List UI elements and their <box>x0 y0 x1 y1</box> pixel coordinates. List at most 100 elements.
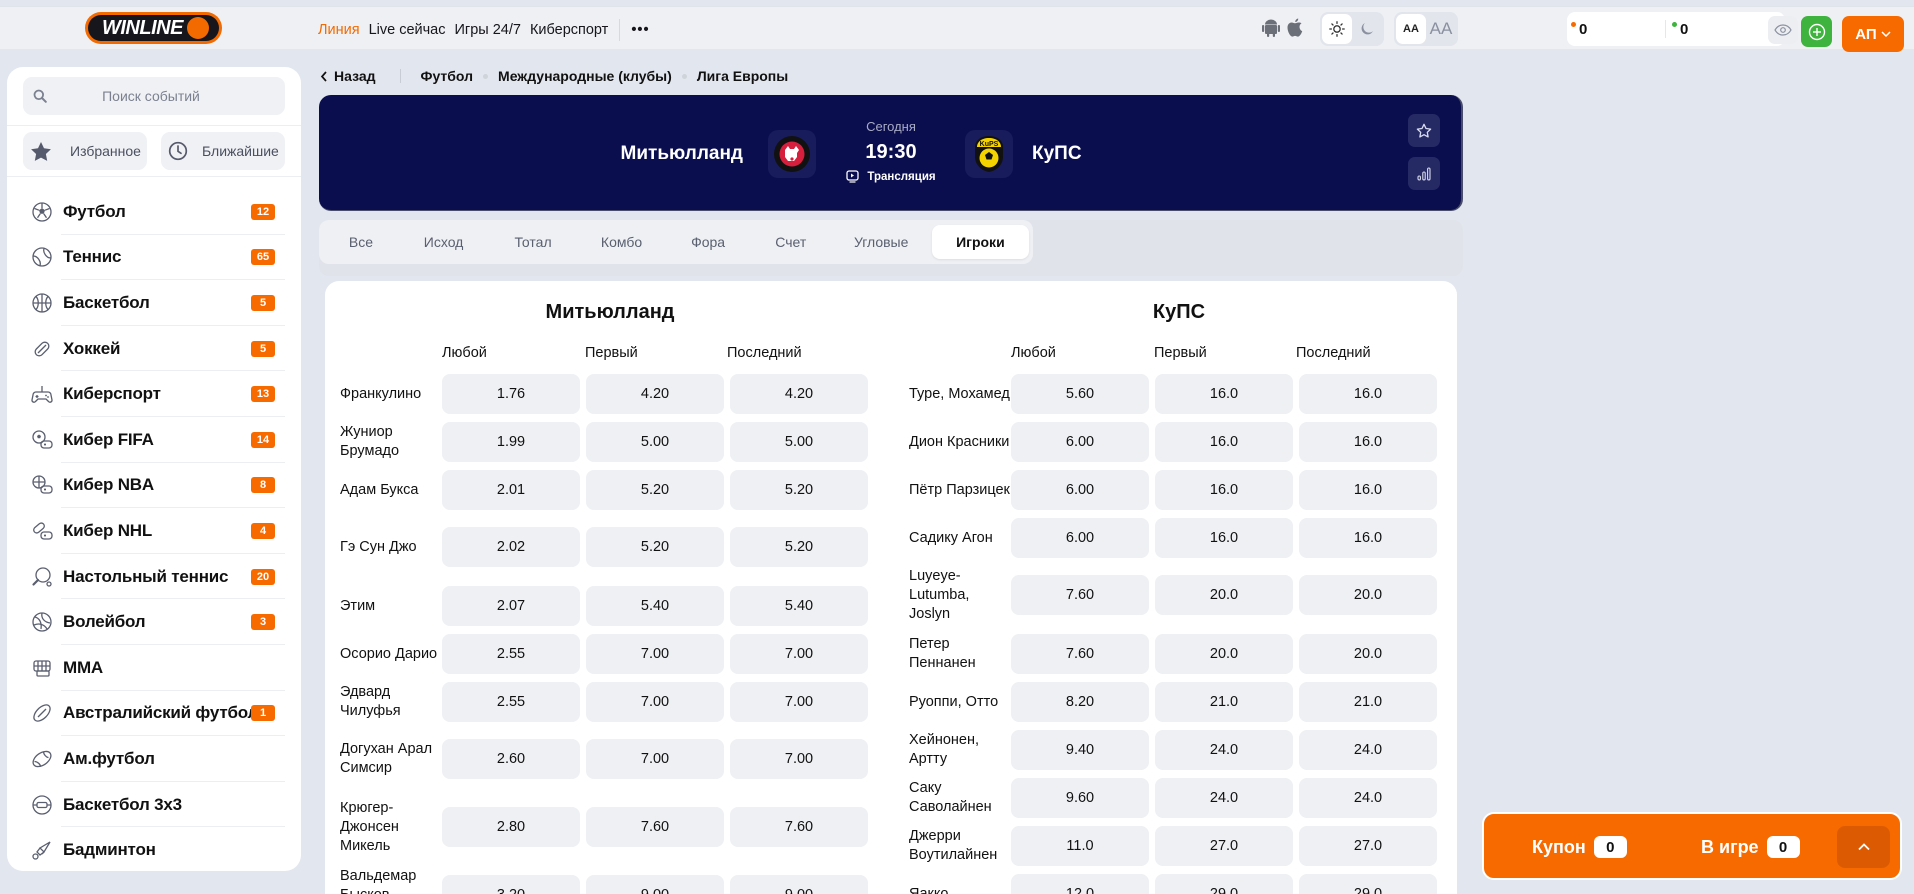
odd-last-button[interactable]: 24.0 <box>1299 730 1437 770</box>
font-small-button[interactable]: AA <box>1396 14 1426 44</box>
nav-live[interactable]: Live сейчас <box>368 22 446 38</box>
odd-any-button[interactable]: 2.07 <box>442 586 580 626</box>
tab-market-6[interactable]: Угловые <box>853 234 909 250</box>
odd-any-button[interactable]: 3.20 <box>442 875 580 894</box>
light-theme-button[interactable] <box>1322 14 1352 44</box>
odd-last-button[interactable]: 5.00 <box>730 422 868 462</box>
odd-last-button[interactable]: 5.20 <box>730 527 868 567</box>
nav-line[interactable]: Линия <box>318 22 360 38</box>
font-large-button[interactable]: AA <box>1429 19 1453 38</box>
android-icon[interactable] <box>1262 18 1280 43</box>
odd-last-button[interactable]: 16.0 <box>1299 422 1437 462</box>
expand-coupon-button[interactable] <box>1837 826 1890 868</box>
sidebar-item-mma-glove[interactable]: MMA <box>7 645 301 691</box>
odd-first-button[interactable]: 9.00 <box>586 875 724 894</box>
tab-market-0[interactable]: Все <box>348 234 373 250</box>
winline-logo[interactable]: WINLINE <box>85 12 222 44</box>
odd-last-button[interactable]: 21.0 <box>1299 682 1437 722</box>
sidebar-item-american-football[interactable]: Ам.футбол <box>7 736 301 782</box>
odd-last-button[interactable]: 27.0 <box>1299 826 1437 866</box>
deposit-button[interactable] <box>1801 16 1832 47</box>
nav-games-24-7[interactable]: Игры 24/7 <box>454 22 521 38</box>
stream-link[interactable]: Трансляция <box>841 170 941 183</box>
odd-first-button[interactable]: 5.20 <box>586 470 724 510</box>
odd-first-button[interactable]: 27.0 <box>1155 826 1293 866</box>
tab-market-5[interactable]: Счет <box>775 234 807 250</box>
apple-icon[interactable] <box>1286 18 1304 43</box>
upcoming-button[interactable]: Ближайшие <box>161 132 285 170</box>
odd-any-button[interactable]: 1.76 <box>442 374 580 414</box>
odd-any-button[interactable]: 6.00 <box>1011 470 1149 510</box>
sidebar-item-basketball-3x3[interactable]: Баскетбол 3x3 <box>7 782 301 828</box>
odd-first-button[interactable]: 5.20 <box>586 527 724 567</box>
odd-last-button[interactable]: 24.0 <box>1299 778 1437 818</box>
odd-last-button[interactable]: 5.40 <box>730 586 868 626</box>
odd-last-button[interactable]: 7.00 <box>730 682 868 722</box>
odd-any-button[interactable]: 12.0 <box>1011 874 1149 894</box>
back-button[interactable]: Назад <box>320 68 376 84</box>
odd-any-button[interactable]: 2.01 <box>442 470 580 510</box>
sidebar-item-cyber-fifa[interactable]: Кибер FIFA 14 <box>7 417 301 463</box>
odd-first-button[interactable]: 5.40 <box>586 586 724 626</box>
odd-last-button[interactable]: 4.20 <box>730 374 868 414</box>
sidebar-item-table-tennis[interactable]: Настольный теннис 20 <box>7 554 301 600</box>
add-favorite-match-button[interactable] <box>1408 114 1440 147</box>
toggle-balance-visibility-button[interactable] <box>1768 16 1798 44</box>
odd-any-button[interactable]: 2.55 <box>442 682 580 722</box>
odd-first-button[interactable]: 20.0 <box>1155 575 1293 615</box>
odd-last-button[interactable]: 9.00 <box>730 875 868 894</box>
sidebar-item-shuttlecock[interactable]: Бадминтон <box>7 827 301 871</box>
odd-any-button[interactable]: 9.60 <box>1011 778 1149 818</box>
odd-any-button[interactable]: 1.99 <box>442 422 580 462</box>
tab-market-1[interactable]: Исход <box>423 234 464 250</box>
odd-any-button[interactable]: 6.00 <box>1011 518 1149 558</box>
odd-any-button[interactable]: 2.80 <box>442 807 580 847</box>
odd-last-button[interactable]: 16.0 <box>1299 518 1437 558</box>
coupon-button[interactable]: Купон 0 <box>1532 836 1627 858</box>
odd-first-button[interactable]: 16.0 <box>1155 422 1293 462</box>
tab-market-3[interactable]: Комбо <box>600 234 643 250</box>
odd-last-button[interactable]: 20.0 <box>1299 575 1437 615</box>
tab-market-4[interactable]: Фора <box>691 234 726 250</box>
odd-first-button[interactable]: 5.00 <box>586 422 724 462</box>
breadcrumb-region[interactable]: Международные (клубы) <box>498 68 672 84</box>
tab-players[interactable]: Игроки <box>931 225 1029 259</box>
odd-any-button[interactable]: 7.60 <box>1011 634 1149 674</box>
sidebar-item-cyber-nhl[interactable]: Кибер NHL 4 <box>7 508 301 554</box>
odd-first-button[interactable]: 7.00 <box>586 739 724 779</box>
odd-last-button[interactable]: 7.00 <box>730 739 868 779</box>
odd-first-button[interactable]: 24.0 <box>1155 730 1293 770</box>
sidebar-item-gamepad[interactable]: Киберспорт 13 <box>7 371 301 417</box>
sidebar-item-cyber-nba[interactable]: Кибер NBA 8 <box>7 463 301 509</box>
sidebar-item-basketball[interactable]: Баскетбол 5 <box>7 280 301 326</box>
dark-theme-button[interactable] <box>1352 14 1382 44</box>
odd-first-button[interactable]: 29.0 <box>1155 874 1293 894</box>
odd-last-button[interactable]: 5.20 <box>730 470 868 510</box>
odd-any-button[interactable]: 2.55 <box>442 634 580 674</box>
odd-any-button[interactable]: 6.00 <box>1011 422 1149 462</box>
sidebar-item-aussie-football[interactable]: Австралийский футбол 1 <box>7 691 301 737</box>
odd-last-button[interactable]: 7.00 <box>730 634 868 674</box>
odd-first-button[interactable]: 7.00 <box>586 682 724 722</box>
odd-first-button[interactable]: 20.0 <box>1155 634 1293 674</box>
sidebar-item-soccer-ball[interactable]: Футбол 12 <box>7 189 301 235</box>
sidebar-item-tennis-ball[interactable]: Теннис 65 <box>7 235 301 281</box>
odd-first-button[interactable]: 16.0 <box>1155 374 1293 414</box>
odd-first-button[interactable]: 16.0 <box>1155 518 1293 558</box>
nav-esports[interactable]: Киберспорт <box>529 22 609 38</box>
match-statistics-button[interactable] <box>1408 157 1440 190</box>
odd-last-button[interactable]: 20.0 <box>1299 634 1437 674</box>
breadcrumb-league[interactable]: Лига Европы <box>696 68 789 84</box>
odd-any-button[interactable]: 11.0 <box>1011 826 1149 866</box>
odd-first-button[interactable]: 16.0 <box>1155 470 1293 510</box>
odd-first-button[interactable]: 4.20 <box>586 374 724 414</box>
odd-first-button[interactable]: 7.00 <box>586 634 724 674</box>
user-menu-button[interactable]: АП <box>1842 16 1904 52</box>
odd-any-button[interactable]: 7.60 <box>1011 575 1149 615</box>
odd-last-button[interactable]: 7.60 <box>730 807 868 847</box>
odd-any-button[interactable]: 9.40 <box>1011 730 1149 770</box>
breadcrumb-sport[interactable]: Футбол <box>420 68 474 84</box>
tab-market-2[interactable]: Тотал <box>514 234 552 250</box>
more-menu-button[interactable]: ••• <box>631 22 650 38</box>
sidebar-item-hockey-puck[interactable]: Хоккей 5 <box>7 326 301 372</box>
